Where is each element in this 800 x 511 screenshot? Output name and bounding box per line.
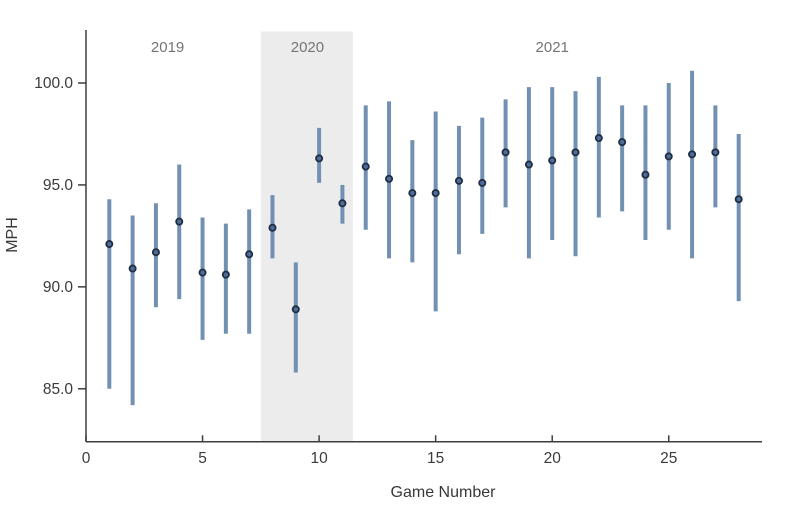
mean-dot-game-1 xyxy=(105,240,114,249)
mean-dot-game-13 xyxy=(385,174,394,183)
y-tick-label-90.0: 90.0 xyxy=(43,279,74,296)
x-tick-label-0: 0 xyxy=(82,450,91,467)
mean-dot-game-5 xyxy=(198,268,207,277)
mean-dot-game-8 xyxy=(268,223,277,232)
y-axis-title: MPH xyxy=(4,217,21,253)
mean-dot-game-21 xyxy=(571,148,580,157)
mean-dot-game-19 xyxy=(524,160,533,169)
mean-dot-game-15 xyxy=(431,189,440,198)
mean-dot-game-6 xyxy=(221,270,230,279)
mean-dot-game-17 xyxy=(478,178,487,187)
mean-dot-game-12 xyxy=(361,162,370,171)
y-tick-label-85.0: 85.0 xyxy=(43,381,74,398)
axes-layer: 85.0 90.0 95.0 100.0 0 5 10 15 20 25 xyxy=(34,30,762,467)
year-label-layer: 2019 2020 2021 xyxy=(151,39,569,56)
mean-dot-game-4 xyxy=(175,217,184,226)
year-label-2020: 2020 xyxy=(291,39,324,56)
x-tick-label-10: 10 xyxy=(310,450,328,467)
y-tick-label-100.0: 100.0 xyxy=(34,75,73,92)
x-tick-label-15: 15 xyxy=(427,450,444,467)
x-tick-label-25: 25 xyxy=(660,450,677,467)
x-axis-title: Game Number xyxy=(391,484,497,501)
mean-dot-game-9 xyxy=(291,305,300,314)
mean-dot-game-20 xyxy=(548,156,557,165)
season-band-layer xyxy=(260,31,353,442)
mean-dot-game-25 xyxy=(664,152,673,161)
mean-dot-game-2 xyxy=(128,264,137,273)
mean-dot-game-23 xyxy=(618,138,627,147)
x-tick-label-20: 20 xyxy=(544,450,562,467)
year-label-2019: 2019 xyxy=(151,39,184,56)
mean-dot-game-28 xyxy=(734,195,743,204)
mean-dot-game-26 xyxy=(688,150,697,159)
y-tick-label-95.0: 95.0 xyxy=(43,177,74,194)
x-tick-label-5: 5 xyxy=(198,450,207,467)
data-layer xyxy=(105,70,743,406)
mean-dot-game-16 xyxy=(454,176,463,185)
year-label-2021: 2021 xyxy=(536,39,569,56)
mean-dot-game-10 xyxy=(315,154,324,163)
mean-dot-game-3 xyxy=(151,248,160,257)
mean-dot-game-11 xyxy=(338,199,347,208)
mean-dot-game-7 xyxy=(245,250,254,259)
mean-dot-game-22 xyxy=(594,134,603,143)
mean-dot-game-14 xyxy=(408,189,417,198)
season-band-2020 xyxy=(260,31,353,442)
mean-dot-game-18 xyxy=(501,148,510,157)
mean-dot-game-24 xyxy=(641,170,650,179)
mean-dot-game-27 xyxy=(711,148,720,157)
